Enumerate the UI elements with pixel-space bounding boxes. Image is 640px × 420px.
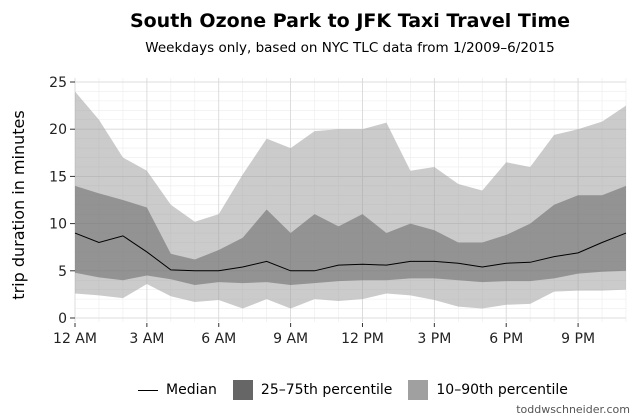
x-tick-label: 9 AM (273, 331, 308, 347)
credit-text: toddwschneider.com (516, 403, 630, 416)
y-tick-label: 25 (49, 75, 67, 91)
y-tick-label: 15 (49, 169, 67, 185)
legend-item-25-75: 25–75th percentile (232, 380, 393, 400)
legend: Median 25–75th percentile 10–90th percen… (138, 378, 584, 402)
y-tick-label: 20 (49, 122, 67, 138)
x-tick-label: 9 PM (561, 331, 595, 347)
x-tick-label: 3 PM (417, 331, 451, 347)
median-line (74, 232, 627, 272)
y-tick-label: 5 (58, 264, 67, 280)
chart-title: South Ozone Park to JFK Taxi Travel Time (129, 10, 571, 32)
legend-key-median (138, 389, 158, 391)
x-tick-label: 12 AM (53, 331, 97, 347)
x-tick-label: 3 AM (129, 331, 164, 347)
legend-label-median: Median (166, 382, 217, 398)
legend-key-10-90 (408, 380, 429, 400)
x-tick-label: 12 PM (341, 331, 384, 347)
legend-item-median: Median (138, 382, 217, 398)
legend-key-25-75 (232, 380, 253, 400)
chart-subtitle: Weekdays only, based on NYC TLC data fro… (145, 40, 555, 56)
legend-item-10-90: 10–90th percentile (408, 380, 568, 400)
legend-label-10-90: 10–90th percentile (436, 382, 568, 398)
y-axis: 0 5 10 15 20 25 (49, 75, 75, 327)
y-tick-label: 0 (58, 311, 67, 327)
y-tick-label: 10 (49, 217, 67, 233)
band-25-75-percentile (75, 185, 626, 285)
y-axis-label: trip duration in minutes (9, 110, 28, 299)
x-tick-label: 6 AM (201, 331, 236, 347)
x-axis: 12 AM 3 AM 6 AM 9 AM 12 PM 3 PM 6 PM 9 PM (53, 323, 595, 347)
x-tick-label: 6 PM (489, 331, 523, 347)
legend-label-25-75: 25–75th percentile (260, 382, 393, 398)
